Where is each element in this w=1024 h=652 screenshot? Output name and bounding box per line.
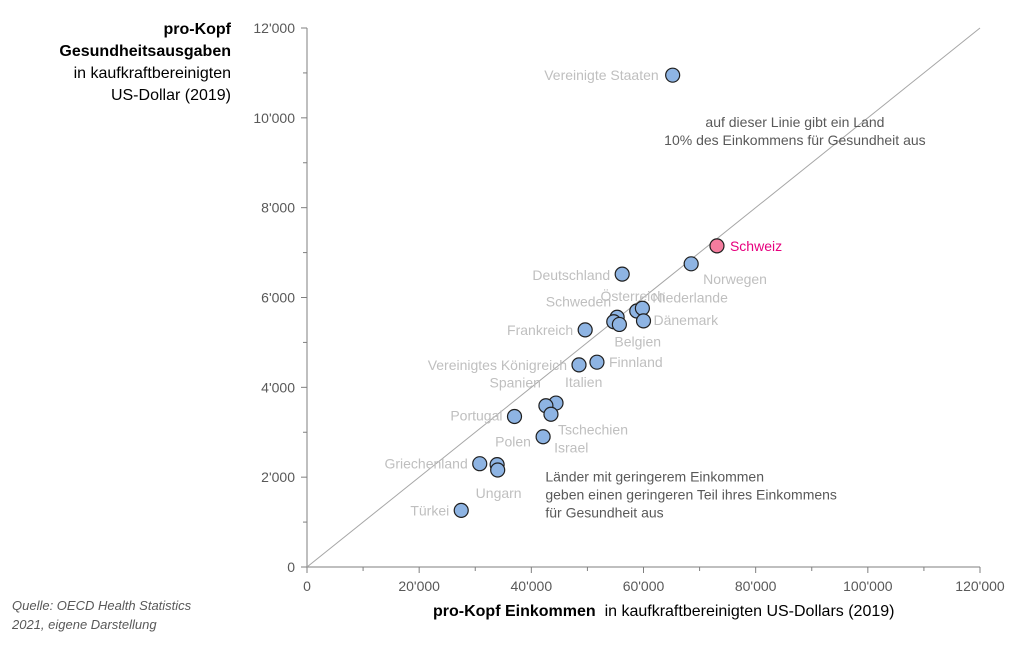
- y-axis-title-line-2: Gesundheitsausgaben: [59, 43, 231, 60]
- x-axis-title-rest: in kaufkraftbereinigten US-Dollars (2019…: [604, 603, 895, 620]
- source-note: Quelle: OECD Health Statistics 2021, eig…: [12, 596, 191, 634]
- data-point-label: Polen: [495, 434, 531, 450]
- data-point: [577, 322, 593, 338]
- y-axis-title-line-3: in kaufkraftbereinigten: [73, 65, 231, 82]
- source-line-2: 2021, eigene Darstellung: [12, 617, 157, 632]
- y-tick-label: 6'000: [261, 290, 295, 306]
- data-point: [453, 502, 469, 519]
- lower-income-annotation: geben einen geringeren Teil ihres Einkom…: [545, 487, 837, 503]
- data-point-label: Finnland: [609, 354, 663, 370]
- data-point: [571, 357, 587, 373]
- data-point-label: Vereinigtes Königreich: [428, 357, 567, 373]
- data-point-label: Ungarn: [476, 485, 522, 501]
- data-point-label: Frankreich: [507, 322, 573, 338]
- data-point-label: Vereinigte Staaten: [544, 67, 658, 83]
- y-tick-label: 2'000: [261, 469, 295, 485]
- source-line-1: Quelle: OECD Health Statistics: [12, 598, 192, 613]
- x-tick-label: 60'000: [623, 578, 665, 594]
- y-axis-title-line-1: pro-Kopf: [163, 21, 231, 38]
- data-point: [683, 256, 699, 272]
- y-tick-label: 4'000: [261, 379, 295, 395]
- data-point-label: Belgien: [614, 333, 661, 349]
- data-point: [490, 462, 506, 478]
- x-axis-title: pro-Kopf Einkommen in kaufkraftbereinigt…: [433, 603, 894, 621]
- data-point-label: Norwegen: [703, 271, 767, 287]
- data-point: [665, 67, 681, 83]
- data-point: [635, 313, 652, 329]
- reference-line-annotation: auf dieser Linie gibt ein Land: [705, 114, 884, 130]
- data-point: [614, 266, 630, 282]
- data-point-label: Dänemark: [654, 312, 720, 328]
- data-point: [506, 408, 523, 425]
- data-point: [589, 354, 605, 370]
- data-point-label: Türkei: [410, 502, 449, 518]
- reference-line-annotation: 10% des Einkommens für Gesundheit aus: [664, 132, 925, 148]
- x-tick-label: 0: [303, 578, 311, 594]
- data-point-label: Griechenland: [384, 456, 467, 472]
- y-tick-label: 0: [287, 559, 295, 575]
- data-point-label: Schweiz: [730, 238, 782, 254]
- data-point: [709, 238, 725, 254]
- data-point-label: Deutschland: [532, 267, 610, 283]
- y-tick-label: 12'000: [253, 20, 295, 36]
- data-point-label: Spanien: [490, 375, 541, 391]
- x-tick-label: 20'000: [398, 578, 440, 594]
- x-tick-label: 80'000: [735, 578, 777, 594]
- lower-income-annotation: Länder mit geringerem Einkommen: [545, 469, 764, 485]
- y-axis-title-line-4: US-Dollar (2019): [110, 87, 231, 104]
- data-point-label: Portugal: [450, 408, 502, 424]
- data-point-label: Österreich: [600, 287, 665, 304]
- reference-line-10-percent: [306, 27, 981, 568]
- data-point: [611, 316, 627, 333]
- y-tick-label: 8'000: [261, 200, 295, 216]
- data-point: [543, 406, 559, 422]
- x-tick-label: 100'000: [843, 578, 893, 594]
- y-tick-label: 10'000: [253, 110, 295, 126]
- x-tick-label: 120'000: [955, 578, 1005, 594]
- lower-income-annotation: für Gesundheit aus: [545, 505, 663, 521]
- data-point: [535, 429, 551, 445]
- x-axis-title-bold: pro-Kopf Einkommen: [433, 603, 596, 620]
- x-tick-label: 40'000: [511, 578, 553, 594]
- data-point-label: Tschechien: [558, 421, 628, 437]
- data-point-label: Schweden: [546, 293, 611, 309]
- data-point-label: Niederlande: [652, 289, 728, 305]
- data-point-label: Italien: [565, 374, 602, 390]
- data-point-label: Israel: [554, 440, 588, 456]
- data-point: [472, 456, 488, 472]
